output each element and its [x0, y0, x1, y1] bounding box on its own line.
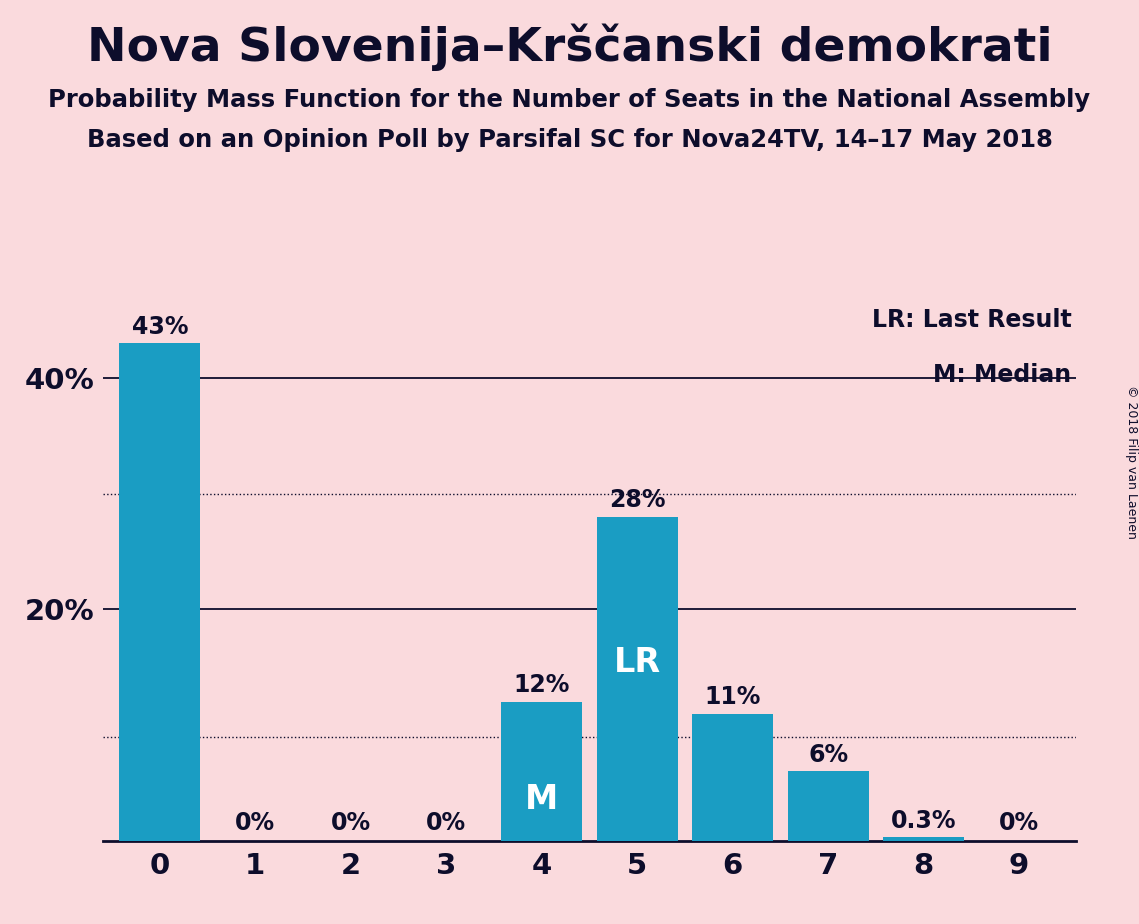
Text: 0%: 0%	[999, 811, 1039, 835]
Text: 0%: 0%	[426, 811, 466, 835]
Text: M: M	[525, 783, 558, 816]
Text: Nova Slovenija–Krščanski demokrati: Nova Slovenija–Krščanski demokrati	[87, 23, 1052, 70]
Text: 0.3%: 0.3%	[891, 808, 957, 833]
Text: LR: Last Result: LR: Last Result	[871, 308, 1072, 332]
Text: 6%: 6%	[808, 743, 849, 767]
Text: 11%: 11%	[704, 685, 761, 709]
Text: LR: LR	[614, 646, 661, 679]
Text: Based on an Opinion Poll by Parsifal SC for Nova24TV, 14–17 May 2018: Based on an Opinion Poll by Parsifal SC …	[87, 128, 1052, 152]
Text: © 2018 Filip van Laenen: © 2018 Filip van Laenen	[1124, 385, 1138, 539]
Text: M: Median: M: Median	[934, 362, 1072, 386]
Text: 0%: 0%	[236, 811, 276, 835]
Text: 0%: 0%	[330, 811, 371, 835]
Bar	[787, 772, 869, 841]
Bar	[597, 517, 678, 841]
Bar	[501, 702, 582, 841]
Text: 43%: 43%	[131, 314, 188, 338]
Text: Probability Mass Function for the Number of Seats in the National Assembly: Probability Mass Function for the Number…	[49, 88, 1090, 112]
Text: 28%: 28%	[609, 488, 665, 512]
Bar	[883, 837, 965, 841]
Bar	[120, 343, 200, 841]
Bar	[693, 713, 773, 841]
Text: 12%: 12%	[514, 674, 570, 698]
